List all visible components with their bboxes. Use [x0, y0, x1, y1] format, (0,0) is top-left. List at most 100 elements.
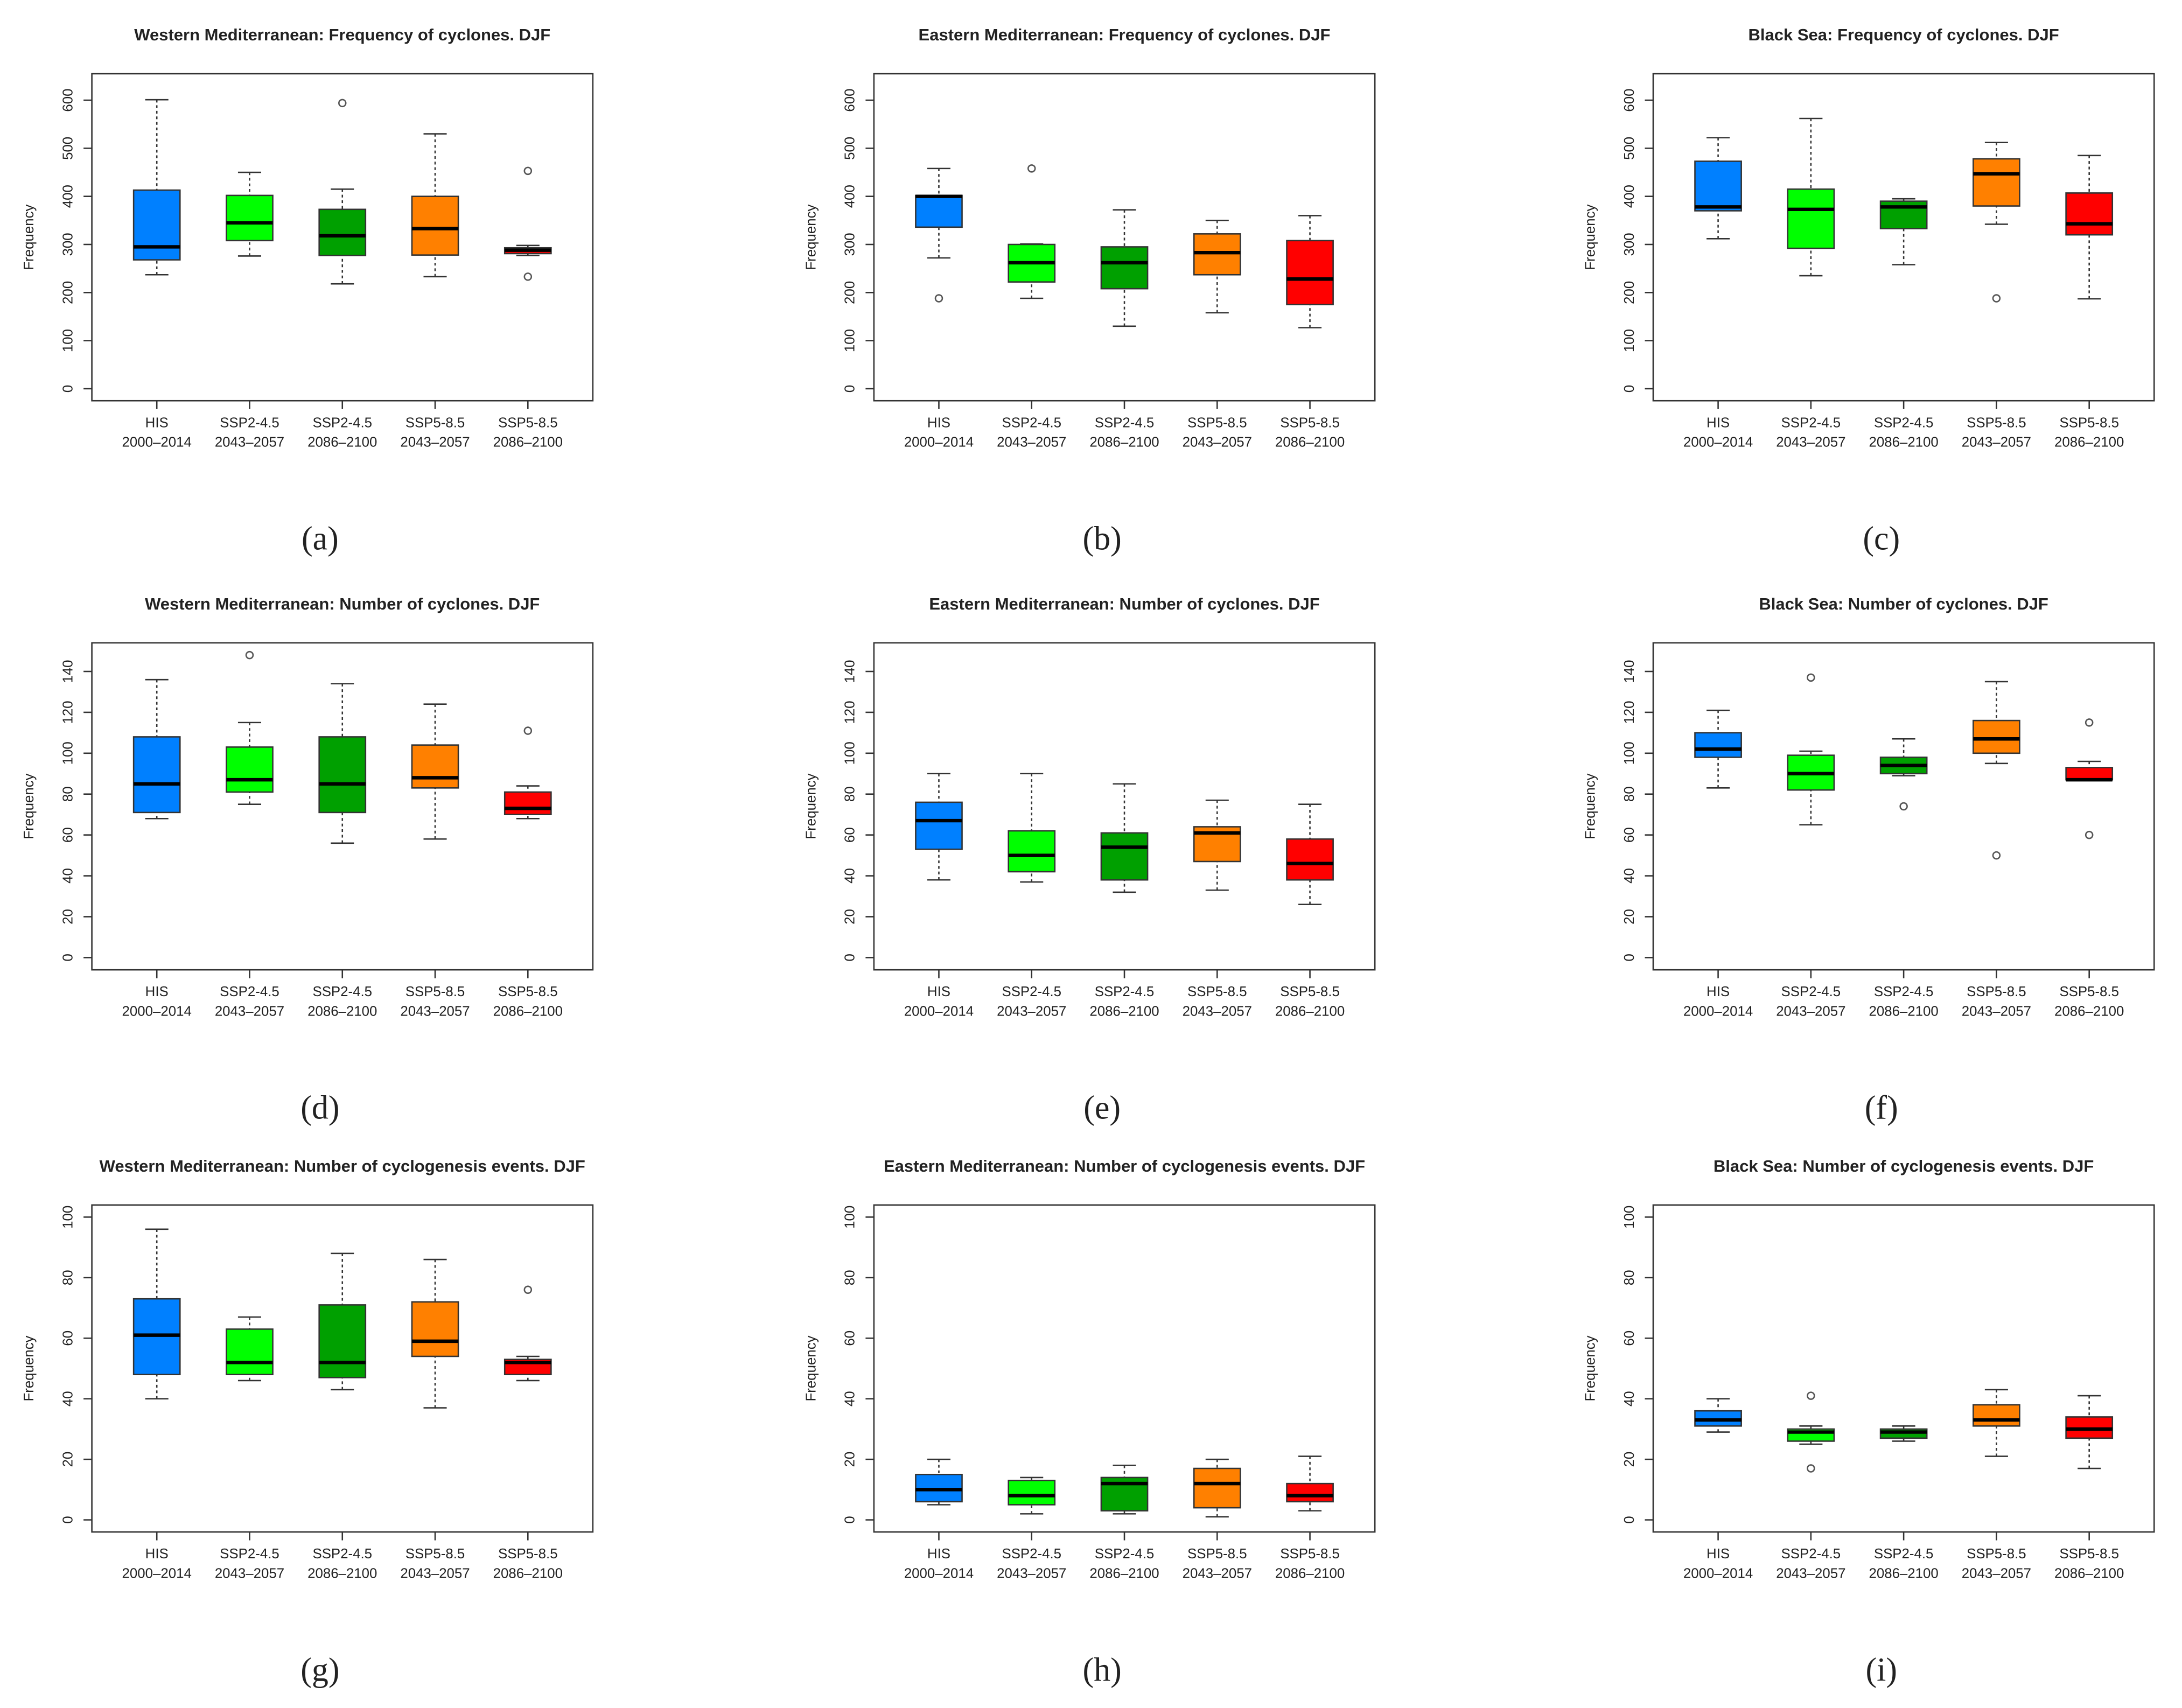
outlier: [1899, 802, 1908, 811]
box: [411, 195, 459, 256]
y-tick-label: 0: [60, 1516, 75, 1523]
chart-title: Eastern Mediterranean: Number of cyclone…: [929, 594, 1319, 613]
x-tick-label: 2086–2100: [1869, 1566, 1938, 1581]
x-tick-label: SSP2-4.5: [1002, 984, 1061, 999]
chart-title: Black Sea: Number of cyclones. DJF: [1759, 594, 2048, 613]
box: [226, 746, 274, 793]
chart-title: Black Sea: Number of cyclogenesis events…: [1714, 1157, 2094, 1175]
x-tick-label: SSP2-4.5: [1095, 1546, 1155, 1562]
chart-title: Eastern Mediterranean: Number of cycloge…: [884, 1157, 1365, 1175]
y-tick-label: 100: [60, 741, 75, 765]
x-tick-label: SSP2-4.5: [1781, 415, 1841, 430]
x-tick-label: SSP2-4.5: [1781, 984, 1841, 999]
box: [318, 1304, 367, 1378]
x-tick-label: 2043–2057: [1962, 1004, 2031, 1019]
x-tick-label: 2043–2057: [1962, 435, 2031, 450]
y-tick-label: 40: [60, 868, 75, 884]
x-tick-label: SSP5-8.5: [2059, 984, 2119, 999]
x-tick-label: 2086–2100: [1089, 435, 1159, 450]
plot-frame: [91, 1204, 594, 1533]
y-tick-label: 40: [1622, 868, 1637, 884]
y-tick-label: 40: [60, 1391, 75, 1406]
y-tick-label: 600: [60, 89, 75, 112]
x-tick-label: 2086–2100: [307, 435, 377, 450]
outlier: [1027, 164, 1036, 173]
y-tick-label: 20: [1622, 909, 1637, 925]
x-tick-label: 2086–2100: [2054, 1566, 2124, 1581]
x-tick-label: SSP5-8.5: [1280, 984, 1340, 999]
y-tick-label: 200: [1622, 281, 1637, 304]
plot-frame: [1652, 73, 2155, 402]
box: [2065, 767, 2114, 781]
y-tick-label: 0: [60, 954, 75, 961]
y-tick-label: 100: [1622, 1206, 1637, 1229]
plot-frame: [91, 642, 594, 971]
y-tick-label: 80: [843, 786, 858, 802]
y-tick-label: 120: [1622, 701, 1637, 724]
x-tick-label: 2043–2057: [997, 1566, 1066, 1581]
panel-label: (b): [1083, 521, 1122, 557]
y-axis-label: Frequency: [803, 773, 819, 839]
x-tick-label: SSP5-8.5: [498, 415, 558, 430]
box: [1100, 246, 1149, 290]
outlier: [1992, 851, 2001, 860]
plot-frame: [1652, 642, 2155, 971]
y-tick-label: 20: [60, 909, 75, 925]
y-axis-label: Frequency: [1583, 1335, 1598, 1401]
x-tick-label: SSP5-8.5: [2059, 415, 2119, 430]
y-tick-label: 100: [843, 741, 858, 765]
x-tick-label: HIS: [927, 984, 950, 999]
x-tick-label: 2086–2100: [1275, 1566, 1345, 1581]
x-tick-label: 2043–2057: [1183, 1566, 1252, 1581]
y-axis-label: Frequency: [803, 204, 819, 270]
y-tick-label: 60: [843, 827, 858, 843]
outlier: [245, 650, 254, 660]
x-tick-label: SSP2-4.5: [1874, 415, 1934, 430]
x-tick-label: SSP5-8.5: [1187, 415, 1247, 430]
outlier: [1807, 673, 1815, 682]
x-tick-label: 2043–2057: [400, 435, 470, 450]
y-tick-label: 100: [843, 1206, 858, 1229]
x-tick-label: 2000–2014: [122, 1566, 192, 1581]
x-tick-label: 2043–2057: [1183, 435, 1252, 450]
y-tick-label: 200: [843, 281, 858, 304]
y-tick-label: 400: [1622, 185, 1637, 208]
x-tick-label: 2086–2100: [1089, 1004, 1159, 1019]
plot-frame: [873, 73, 1376, 402]
y-tick-label: 300: [60, 233, 75, 256]
x-tick-label: SSP5-8.5: [1187, 1546, 1247, 1562]
x-tick-label: 2043–2057: [1183, 1004, 1252, 1019]
x-tick-label: 2043–2057: [1776, 1004, 1845, 1019]
x-tick-label: 2086–2100: [2054, 1004, 2124, 1019]
x-tick-label: 2086–2100: [493, 1566, 563, 1581]
outlier: [1807, 1464, 1815, 1473]
y-tick-label: 0: [60, 385, 75, 393]
x-tick-label: 2043–2057: [997, 1004, 1066, 1019]
y-tick-label: 120: [60, 701, 75, 724]
y-tick-label: 0: [1622, 1516, 1637, 1523]
y-tick-label: 100: [60, 1206, 75, 1229]
y-tick-label: 400: [60, 185, 75, 208]
plot-frame: [873, 1204, 1376, 1533]
box: [915, 194, 963, 228]
x-tick-label: 2086–2100: [1089, 1566, 1159, 1581]
outlier: [934, 294, 943, 303]
panel-label: (h): [1083, 1652, 1122, 1689]
y-axis-label: Frequency: [1583, 204, 1598, 270]
chart-title: Black Sea: Frequency of cyclones. DJF: [1749, 25, 2059, 44]
y-tick-label: 80: [1622, 786, 1637, 802]
x-tick-label: 2086–2100: [2054, 435, 2124, 450]
x-tick-label: SSP2-4.5: [1002, 1546, 1061, 1562]
plot-frame: [91, 73, 594, 402]
box: [915, 801, 963, 850]
y-tick-label: 500: [843, 137, 858, 160]
x-tick-label: 2043–2057: [215, 435, 284, 450]
box: [1193, 1467, 1241, 1509]
y-tick-label: 20: [843, 909, 858, 925]
y-tick-label: 80: [843, 1270, 858, 1285]
outlier: [2085, 718, 2094, 727]
x-tick-label: SSP2-4.5: [1781, 1546, 1841, 1562]
y-axis-label: Frequency: [22, 773, 37, 839]
x-tick-label: HIS: [145, 415, 169, 430]
x-tick-label: SSP2-4.5: [312, 984, 372, 999]
